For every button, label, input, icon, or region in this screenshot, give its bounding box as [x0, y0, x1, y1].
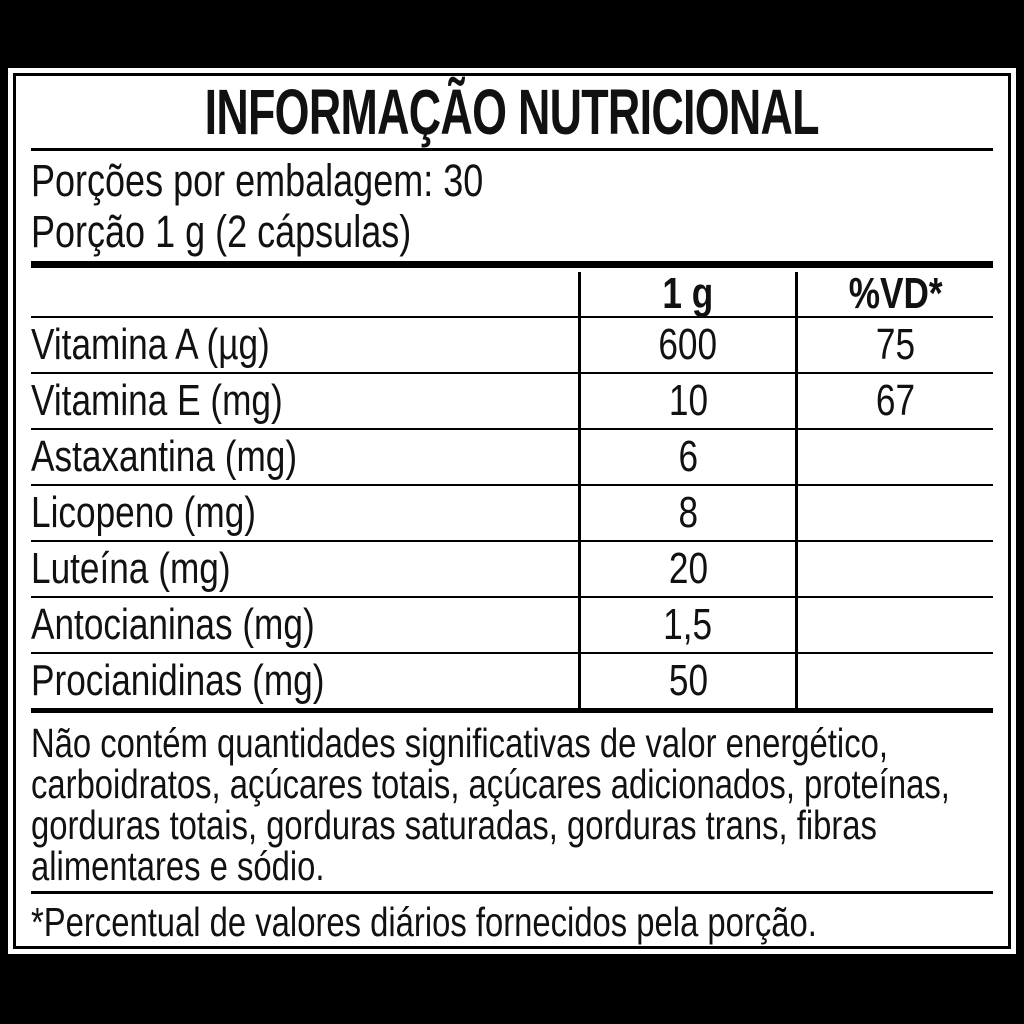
column-header-dv: %VD* [795, 269, 993, 318]
nutrition-table: 1 g %VD* Vitamina A (µg) 600 75 Vitamina… [31, 269, 993, 713]
column-header-nutrient [31, 272, 578, 318]
disclaimer-line: Não contém quantidades significativas de… [31, 720, 888, 766]
nutrition-label-card: INFORMAÇÃO NUTRICIONAL Porções por embal… [8, 68, 1016, 954]
nutrient-name: Procianidinas (mg) [31, 656, 325, 705]
table-row: Procianidinas (mg) 50 [31, 654, 993, 708]
label-header: INFORMAÇÃO NUTRICIONAL [31, 76, 993, 148]
disclaimer-text: Não contém quantidades significativas de… [31, 723, 993, 887]
nutrient-name: Vitamina A (µg) [31, 318, 578, 374]
disclaimer-line: gorduras totais, gorduras saturadas, gor… [31, 802, 877, 848]
nutrient-amount: 20 [578, 542, 795, 598]
title-divider [31, 148, 993, 151]
nutrient-amount: 1,5 [578, 598, 795, 654]
table-header-row: 1 g %VD* [31, 269, 993, 318]
nutrient-name: Licopeno (mg) [31, 486, 578, 542]
nutrient-name: Astaxantina (mg) [31, 430, 578, 486]
nutrient-amount: 50 [578, 654, 795, 708]
servings-per-package: Porções por embalagem: 30 [31, 155, 484, 206]
footnote-divider [31, 891, 993, 894]
serving-size: Porção 1 g (2 cápsulas) [31, 206, 412, 257]
nutrient-dv [795, 486, 993, 542]
nutrient-dv [795, 654, 993, 708]
table-row: Vitamina A (µg) 600 75 [31, 318, 993, 374]
table-row: Luteína (mg) 20 [31, 542, 993, 598]
nutrient-dv [795, 542, 993, 598]
table-row: Antocianinas (mg) 1,5 [31, 598, 993, 654]
nutrient-name: Luteína (mg) [31, 542, 578, 598]
nutrient-amount: 8 [578, 486, 795, 542]
disclaimer-line: alimentares e sódio. [31, 843, 325, 889]
nutrient-amount: 10 [578, 374, 795, 430]
table-row: Licopeno (mg) 8 [31, 486, 993, 542]
table-row: Vitamina E (mg) 10 67 [31, 374, 993, 430]
nutrient-dv [795, 430, 993, 486]
column-header-amount: 1 g [578, 269, 795, 318]
nutrient-dv: 75 [795, 318, 993, 374]
section-divider-bar [31, 261, 993, 268]
nutrient-name: Antocianinas (mg) [31, 598, 578, 654]
label-frame: INFORMAÇÃO NUTRICIONAL Porções por embal… [13, 73, 1011, 949]
nutrient-amount: 600 [578, 318, 795, 374]
label-title: INFORMAÇÃO NUTRICIONAL [204, 76, 820, 148]
serving-info: Porções por embalagem: 30 Porção 1 g (2 … [31, 151, 993, 259]
disclaimer-line: carboidratos, açúcares totais, açúcares … [31, 761, 950, 807]
nutrient-name: Vitamina E (mg) [31, 374, 578, 430]
table-row: Astaxantina (mg) 6 [31, 430, 993, 486]
dv-footnote: *Percentual de valores diários fornecido… [31, 899, 817, 945]
nutrient-dv: 67 [795, 374, 993, 430]
nutrient-amount: 6 [578, 430, 795, 486]
nutrient-dv [795, 598, 993, 654]
